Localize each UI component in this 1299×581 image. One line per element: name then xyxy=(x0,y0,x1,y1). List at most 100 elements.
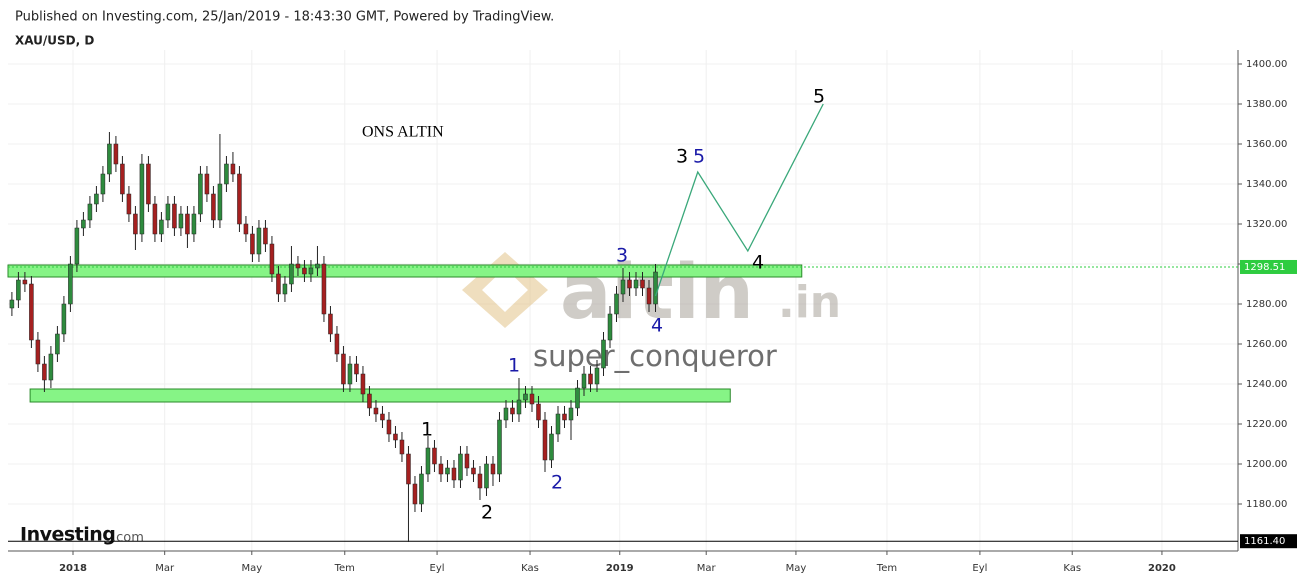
candle-body xyxy=(633,279,639,289)
candle-body xyxy=(432,447,437,465)
chart-title: ONS ALTIN xyxy=(362,124,444,141)
candle-body xyxy=(620,279,626,295)
candle-body xyxy=(16,279,21,301)
candle-body xyxy=(178,213,184,229)
candle-body xyxy=(510,407,515,415)
candle-body xyxy=(529,393,535,405)
candle-body xyxy=(497,419,502,475)
candle-body xyxy=(29,283,34,341)
x-tick-label: Eyl xyxy=(430,563,445,574)
candle-body xyxy=(113,143,119,165)
projection-line xyxy=(654,103,824,297)
last-price-label: 1298.51 xyxy=(1244,262,1285,273)
candle-body xyxy=(575,387,580,409)
candle-body xyxy=(9,299,15,309)
y-tick-label: 1380.00 xyxy=(1246,99,1287,110)
candle-body xyxy=(555,413,561,435)
candle-body xyxy=(237,173,242,225)
candle-body xyxy=(48,353,54,381)
candle-body xyxy=(360,373,366,395)
candle-body xyxy=(581,373,587,389)
candle-body xyxy=(594,367,600,385)
candle-body xyxy=(477,473,483,489)
wave-label: 2 xyxy=(481,502,493,524)
logo-name: Investing xyxy=(20,524,115,546)
last-price-tag xyxy=(1240,259,1297,274)
candle-body xyxy=(445,467,450,475)
wave-label: 1 xyxy=(421,419,433,441)
low-label: 1161.40 xyxy=(1244,536,1285,547)
candle-body xyxy=(367,393,372,409)
x-tick-label: Tem xyxy=(876,563,897,574)
y-tick-label: 1180.00 xyxy=(1246,499,1287,510)
candle-body xyxy=(152,203,158,235)
candle-body xyxy=(276,273,281,295)
candle-body xyxy=(412,483,418,505)
candle-body xyxy=(536,403,541,421)
candle-body xyxy=(393,433,398,441)
candle-body xyxy=(302,267,307,275)
candle-body xyxy=(354,363,359,375)
y-tick-label: 1360.00 xyxy=(1246,139,1287,150)
candle-body xyxy=(308,267,314,275)
candle-body xyxy=(87,203,93,221)
candle-body xyxy=(334,333,340,355)
wave-label: 4 xyxy=(752,252,764,274)
logo-shape xyxy=(482,268,528,312)
candle-body xyxy=(191,213,197,235)
published-note: Published on Investing.com, 25/Jan/2019 … xyxy=(15,10,554,25)
wave-label: 1 xyxy=(508,355,520,377)
zone xyxy=(7,264,803,278)
candle-body xyxy=(562,413,567,421)
candle-body xyxy=(516,399,522,415)
watermark: altin .in xyxy=(462,247,841,336)
candle-body xyxy=(139,163,145,235)
candle-body xyxy=(503,407,509,421)
candle-body xyxy=(380,413,385,421)
candle-body xyxy=(282,283,288,295)
candle-body xyxy=(464,453,470,469)
y-tick-label: 1340.00 xyxy=(1246,179,1287,190)
candle-body xyxy=(373,407,379,415)
candle-body xyxy=(607,313,613,341)
zone xyxy=(29,388,731,403)
x-tick-label: Eyl xyxy=(972,563,987,574)
candle-body xyxy=(263,227,268,245)
candle-body xyxy=(100,173,106,195)
candle-body xyxy=(146,163,151,205)
candle-body xyxy=(185,213,190,235)
candle-body xyxy=(126,193,132,215)
candle-body xyxy=(484,463,489,489)
y-tick-label: 1260.00 xyxy=(1246,339,1287,350)
candle-body xyxy=(133,213,138,235)
y-tick-label: 1280.00 xyxy=(1246,299,1287,310)
y-tick-label: 1200.00 xyxy=(1246,459,1287,470)
candle-body xyxy=(256,227,262,255)
candle-body xyxy=(438,463,444,475)
watermark-suffix: .in xyxy=(778,277,841,328)
x-tick-label: 2020 xyxy=(1148,563,1176,574)
candle-body xyxy=(341,353,346,385)
candle-body xyxy=(107,143,112,175)
wave-label: 2 xyxy=(551,472,563,494)
candle-body xyxy=(451,467,457,481)
candle-body xyxy=(549,433,554,461)
symbol: XAU/USD, D xyxy=(15,34,94,48)
wave-label: 5 xyxy=(813,86,825,108)
candle-body xyxy=(321,263,327,315)
candle-body xyxy=(224,163,229,185)
wave-label: 3 xyxy=(676,146,688,168)
candle-body xyxy=(204,173,210,195)
candle-body xyxy=(172,203,177,229)
x-tick-label: May xyxy=(241,563,262,574)
candle-body xyxy=(120,163,125,195)
x-tick-label: 2019 xyxy=(606,563,634,574)
wave-label: 4 xyxy=(651,315,663,337)
x-tick-label: May xyxy=(786,563,807,574)
candle-body xyxy=(588,373,593,385)
candle-body xyxy=(627,279,632,289)
candle-body xyxy=(490,463,496,475)
candle-body xyxy=(614,293,619,315)
